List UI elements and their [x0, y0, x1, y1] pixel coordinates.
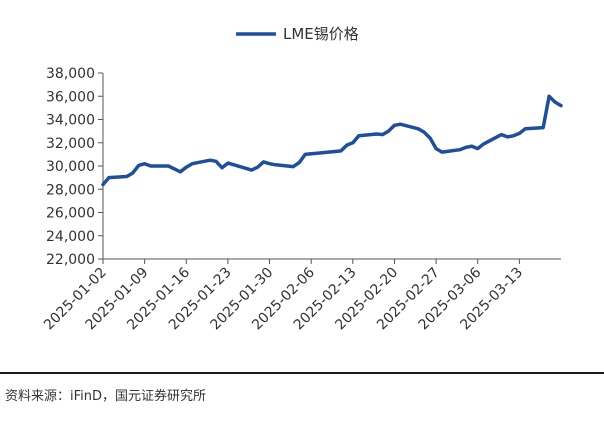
- series-line: [101, 94, 563, 187]
- y-tick-label: 38,000: [46, 66, 95, 82]
- source-note: 资料来源：iFinD，国元证券研究所: [5, 389, 207, 404]
- y-tick-label: 22,000: [46, 252, 95, 268]
- y-tick-label: 36,000: [46, 89, 95, 105]
- y-axis: 22,000 24,000 26,000 28,000 30,000 32,000 34,0…: [46, 66, 104, 268]
- plot-area: [101, 94, 563, 187]
- legend: LME锡价格: [236, 25, 359, 43]
- line-chart: LME锡价格 22,000 24,000 26,000 28,000 30,000 32,…: [41, 25, 563, 333]
- y-tick-label: 30,000: [46, 159, 95, 175]
- y-tick-label: 34,000: [46, 113, 95, 129]
- x-axis: 2025-01-022025-01-092025-01-162025-01-23…: [41, 258, 561, 333]
- legend-label: LME锡价格: [283, 25, 359, 43]
- y-tick-label: 28,000: [46, 182, 95, 198]
- footer-divider: [0, 372, 604, 374]
- y-tick-label: 26,000: [46, 206, 95, 222]
- y-tick-label: 32,000: [46, 136, 95, 152]
- y-tick-label: 24,000: [46, 229, 95, 245]
